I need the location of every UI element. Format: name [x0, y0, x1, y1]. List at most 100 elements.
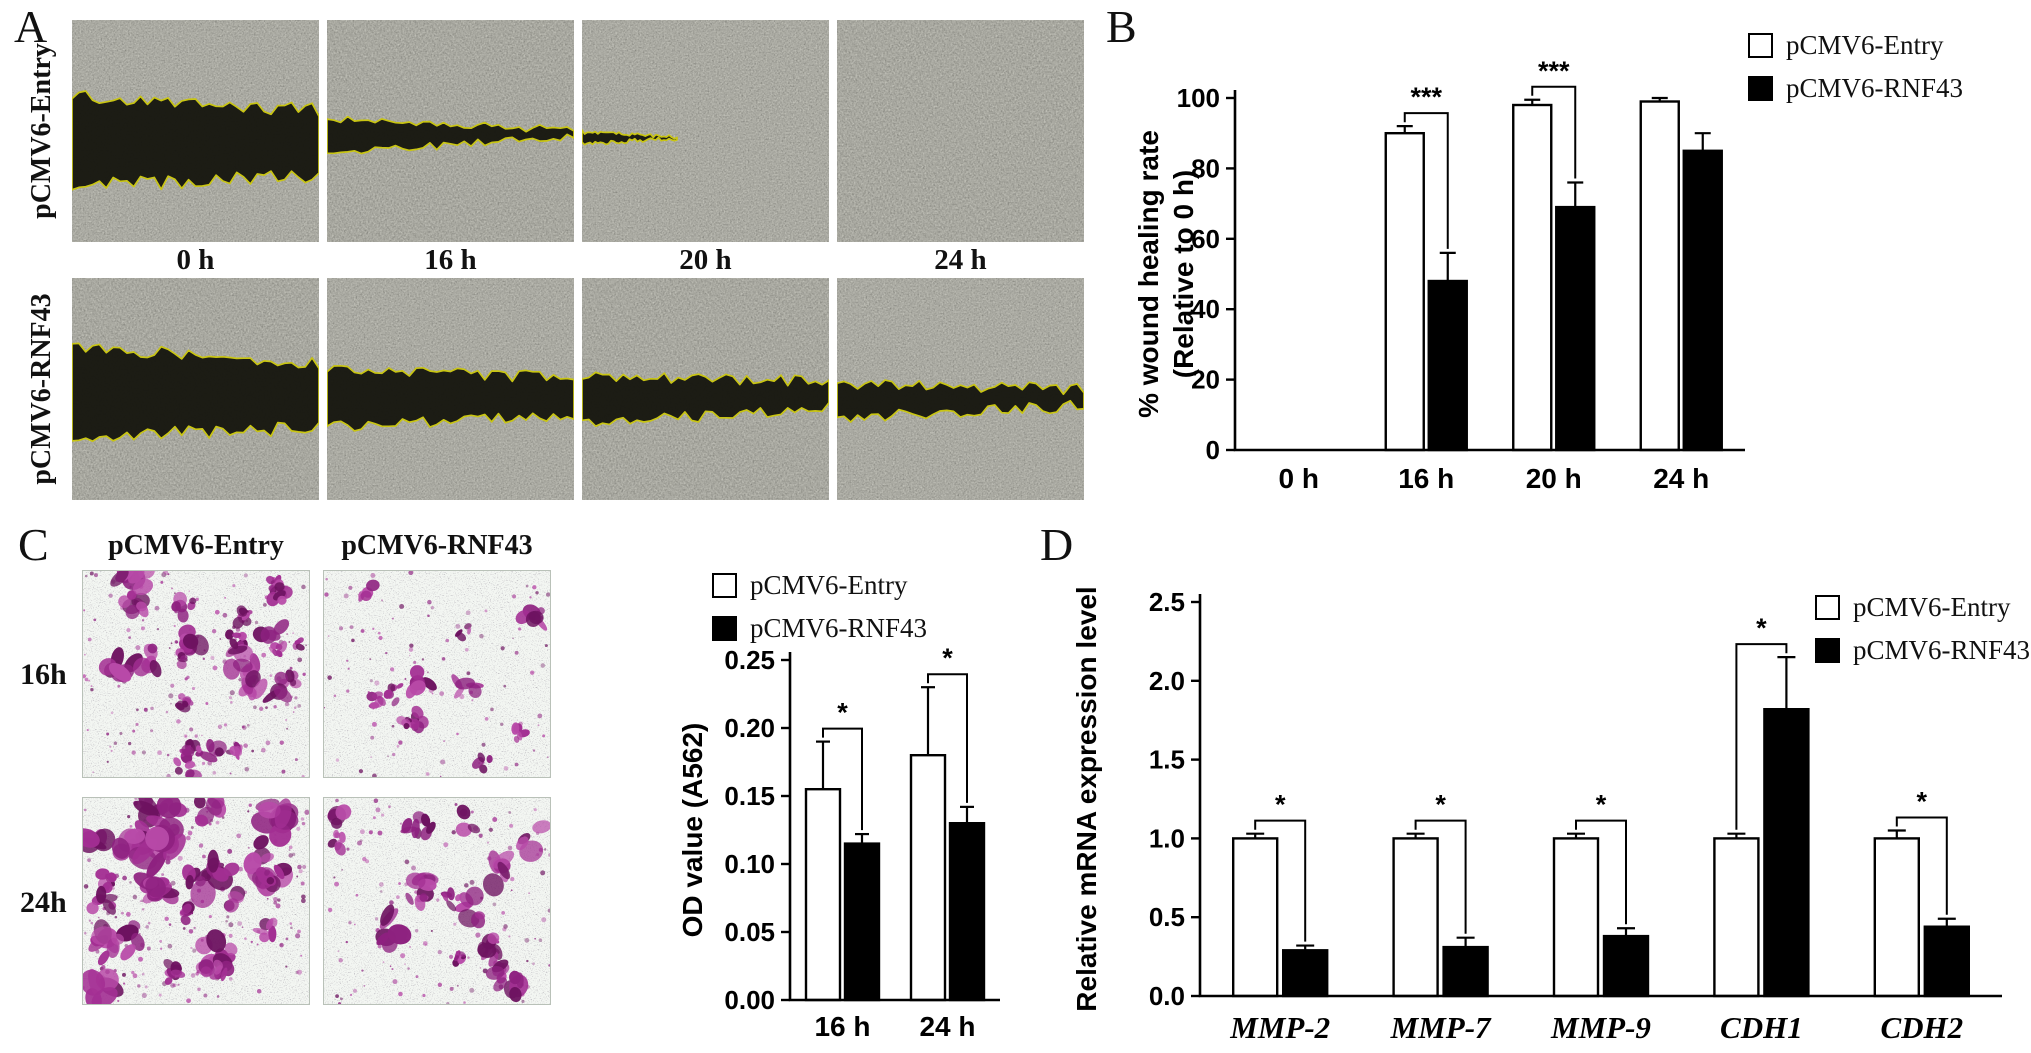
white-swatch-icon	[1748, 33, 1773, 58]
bar	[843, 842, 881, 1002]
white-swatch-icon	[1815, 595, 1840, 620]
bar	[1923, 925, 1970, 998]
time-label-16h: 16 h	[424, 244, 477, 276]
wound-image-entry-16h	[327, 20, 574, 242]
bars-group	[804, 686, 986, 1002]
black-swatch-icon	[1815, 638, 1840, 663]
bar	[1639, 100, 1680, 452]
panel-a-row-label-entry: pCMV6-Entry	[26, 43, 57, 219]
significance-label: *	[1917, 787, 1928, 817]
y-tick-label: 2.0	[1149, 666, 1185, 696]
transwell-image-entry-24h	[82, 797, 310, 1005]
bars-group	[1231, 656, 1970, 998]
y-tick-label: 0.5	[1149, 902, 1185, 932]
significance-bracket	[927, 673, 968, 803]
od-value-chart: 0.00 0.05 0.10 0.15 0.20 0.25 16 h 24 h OD value…	[640, 560, 1060, 1053]
od-value-svg: 0.00 0.05 0.10 0.15 0.20 0.25 16 h 24 h OD value…	[677, 643, 1000, 1042]
y-tick-label: 0.20	[724, 713, 775, 743]
significance-label: *	[1275, 790, 1286, 820]
bar	[948, 822, 986, 1002]
y-axis-title: (Relative to 0 h)	[1168, 170, 1199, 378]
legend-item-rnf43: pCMV6-RNF43	[712, 613, 927, 644]
bar	[1682, 149, 1723, 452]
black-swatch-icon	[712, 616, 737, 641]
y-axis-title: OD value (A562)	[677, 723, 708, 938]
time-label-0h: 0 h	[176, 244, 215, 276]
y-tick-label: 20	[1191, 365, 1220, 395]
x-category-label: MMP-7	[1390, 1010, 1492, 1045]
bar	[1512, 103, 1553, 452]
significance-bracket	[822, 727, 863, 831]
panel-c-col-header-entry: pCMV6-Entry	[108, 530, 284, 561]
transwell-image-rnf43-24h	[323, 797, 551, 1005]
panel-b-label: B	[1106, 1, 1137, 52]
significance-label: *	[942, 643, 953, 673]
cell-texture	[582, 20, 829, 242]
y-tick-label: 0.25	[724, 645, 775, 675]
wound-image-rnf43-24h	[837, 278, 1084, 500]
mrna-expression-chart: 0.0 0.5 1.0 1.5 2.0 2.5 MMP-2 MMP-7 MMP-9 CDH1 CDH…	[1040, 540, 2031, 1053]
significance-bracket	[1414, 819, 1467, 934]
bar	[804, 787, 842, 1002]
wound-image-entry-24h	[837, 20, 1084, 242]
wound-image-entry-20h	[582, 20, 829, 242]
bar	[1384, 131, 1425, 452]
mrna-expression-svg: 0.0 0.5 1.0 1.5 2.0 2.5 MMP-2 MMP-7 MMP-9 CDH1 CDH…	[1071, 586, 2002, 1045]
wound-image-rnf43-0h	[72, 278, 319, 500]
bar	[1602, 934, 1650, 998]
significance-bracket	[1254, 819, 1307, 942]
legend-item-rnf43: pCMV6-RNF43	[1748, 73, 1963, 104]
legend-label-entry: pCMV6-Entry	[1853, 592, 2011, 622]
transwell-image-entry-16h	[82, 570, 310, 778]
legend-c: pCMV6-Entry pCMV6-RNF43	[712, 570, 927, 644]
y-tick-label: 0.05	[724, 917, 775, 947]
significance-bracket	[1531, 85, 1577, 179]
membrane-pores	[324, 798, 550, 1004]
y-tick-label: 80	[1191, 153, 1220, 183]
legend-item-rnf43: pCMV6-RNF43	[1815, 635, 2030, 666]
y-tick-label: 2.5	[1149, 587, 1185, 617]
bar	[1392, 837, 1439, 998]
x-category-label: MMP-9	[1550, 1010, 1651, 1045]
x-category-label: 16 h	[1398, 463, 1454, 494]
y-axis-title: Relative mRNA expression level	[1071, 586, 1102, 1011]
panel-a-label: A	[14, 1, 48, 52]
wound-image-rnf43-16h	[327, 278, 574, 500]
legend-item-entry: pCMV6-Entry	[712, 570, 927, 601]
significance-label: *	[1435, 790, 1446, 820]
bar	[1713, 837, 1760, 998]
legend-b: pCMV6-Entry pCMV6-RNF43	[1748, 30, 1963, 104]
bar	[1231, 837, 1279, 998]
y-tick-label: 60	[1191, 224, 1220, 254]
y-tick-label: 0.00	[724, 985, 775, 1015]
y-tick-label: 0	[1206, 435, 1220, 465]
legend-item-entry: pCMV6-Entry	[1748, 30, 1963, 61]
bar	[1763, 707, 1810, 998]
wound-area	[582, 371, 829, 428]
bar	[1442, 945, 1489, 998]
significance-bracket	[1403, 112, 1449, 249]
x-category-label: 24 h	[919, 1011, 975, 1042]
y-tick-label: 0.10	[724, 849, 775, 879]
membrane-pores	[324, 571, 550, 777]
significance-label: *	[837, 698, 848, 728]
stained-cells	[327, 798, 550, 1004]
bar	[1552, 837, 1600, 998]
panel-c-row-label-16h: 16h	[20, 658, 67, 691]
y-tick-label: 0.15	[724, 781, 775, 811]
bar	[1427, 279, 1468, 452]
bar	[909, 753, 947, 1002]
significance-bracket	[1895, 816, 1948, 915]
significance-bracket	[1575, 819, 1627, 925]
significance-label: *	[1756, 613, 1767, 643]
y-axis-title: % wound healing rate	[1133, 130, 1164, 418]
significance-label: *	[1596, 790, 1607, 820]
stained-cells	[83, 798, 309, 1004]
cell-texture	[837, 20, 1084, 242]
wound-healing-rate-svg: 0 20 40 60 80 100 0 h 16 h 20 h 24 h % wound heali…	[1133, 56, 1745, 494]
transwell-image-rnf43-16h	[323, 570, 551, 778]
x-category-label: 24 h	[1653, 463, 1709, 494]
y-tick-label: 1.5	[1149, 745, 1185, 775]
wound-area	[327, 364, 574, 432]
